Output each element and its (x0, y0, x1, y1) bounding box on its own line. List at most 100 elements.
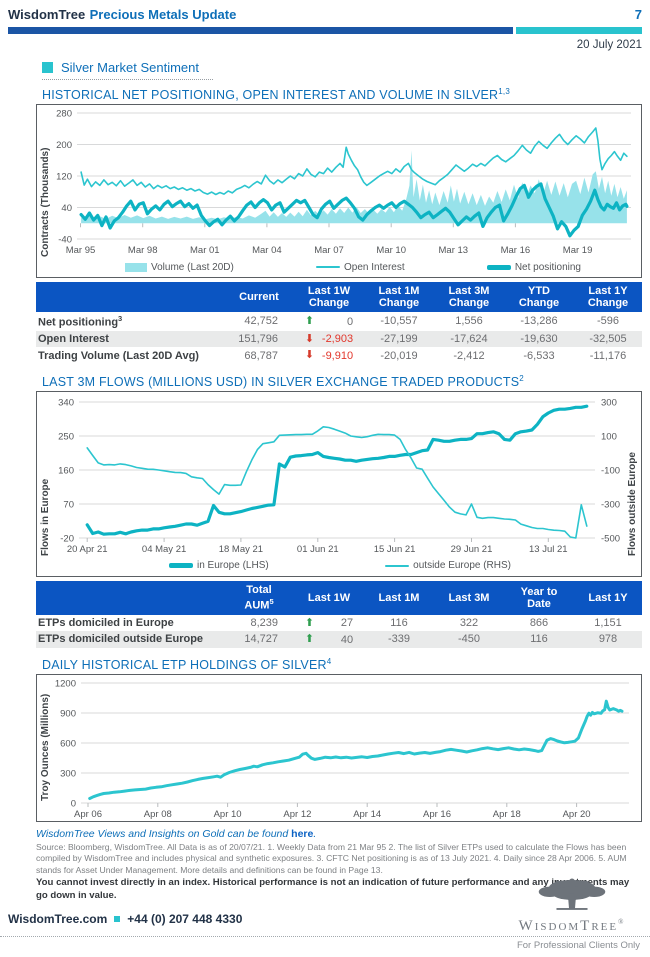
svg-text:Mar 10: Mar 10 (376, 245, 406, 256)
row-label: Open Interest (38, 333, 109, 346)
table-cell: ⬆ 40 (304, 633, 354, 646)
table-row: Open Interest 151,796 ⬇ -2,903 -27,199 -17,62… (36, 330, 642, 348)
table-cell: 1,151 (594, 616, 622, 629)
svg-text:-100: -100 (601, 465, 620, 476)
contact-line: WisdomTree.com +44 (0) 207 448 4330 (8, 912, 242, 926)
chart3-title: DAILY HISTORICAL ETP HOLDINGS OF SILVER4 (42, 656, 332, 672)
svg-text:250: 250 (58, 431, 74, 442)
column-header: Last 3M Change (434, 282, 504, 313)
table-cell: -13,286 (520, 315, 558, 328)
svg-text:Apr 16: Apr 16 (423, 809, 451, 820)
table-cell: ⬆ 27 (304, 616, 354, 630)
flows-chart: Flows in Europe Flows outside Europe 340… (36, 390, 642, 577)
chart1-y-axis-label: Contracts (Thousands) (40, 147, 51, 258)
footer-dotted-rule (0, 936, 650, 937)
svg-text:900: 900 (60, 708, 76, 719)
svg-text:600: 600 (60, 738, 76, 749)
svg-text:-300: -300 (601, 499, 620, 510)
footnote-ref: 1,3 (498, 87, 510, 96)
svg-text:20 Apr 21: 20 Apr 21 (67, 544, 108, 555)
table-cell: -6,533 (523, 349, 555, 362)
table-cell: -596 (596, 315, 620, 328)
svg-text:Mar 01: Mar 01 (190, 245, 220, 256)
svg-text:100: 100 (601, 431, 617, 442)
legend-swatch (385, 564, 410, 567)
header-rule-teal (516, 27, 642, 34)
column-header: Last 1W Change (294, 282, 364, 313)
svg-text:18 May 21: 18 May 21 (219, 544, 263, 555)
table-cell: 151,796 (238, 333, 278, 346)
table-cell: 866 (529, 616, 549, 629)
column-header: Total AUM5 (224, 580, 294, 615)
brand-name: WisdomTree (8, 7, 86, 22)
row-label: ETPs domiciled in Europe (38, 616, 174, 629)
svg-text:0: 0 (71, 798, 76, 809)
table-cell: 14,727 (244, 633, 278, 646)
svg-text:200: 200 (56, 140, 72, 151)
section-title: Silver Market Sentiment (61, 60, 199, 75)
footnote-ref: 4 (326, 656, 332, 666)
table-cell: -11,176 (589, 349, 627, 362)
svg-text:160: 160 (58, 465, 74, 476)
svg-text:120: 120 (56, 171, 72, 182)
svg-text:15 Jun 21: 15 Jun 21 (374, 544, 416, 555)
svg-text:Mar 98: Mar 98 (128, 245, 158, 256)
website-link[interactable]: WisdomTree.com (8, 912, 108, 926)
page-footer: WisdomTree.com +44 (0) 207 448 4330 (0, 877, 650, 957)
chart1-title: HISTORICAL NET POSITIONING, OPEN INTERES… (42, 87, 510, 103)
up-arrow-icon: ⬆ (304, 315, 315, 328)
here-link[interactable]: here (291, 827, 314, 840)
svg-text:Apr 12: Apr 12 (283, 809, 311, 820)
svg-text:70: 70 (63, 499, 74, 510)
svg-text:Mar 04: Mar 04 (252, 245, 282, 256)
svg-text:Mar 07: Mar 07 (314, 245, 344, 256)
data-table: Total AUM5 Last 1W Last 1M Last 3M Year to D… (36, 580, 642, 648)
table-cell: 322 (459, 616, 479, 629)
page-header: WisdomTree Precious Metals Update 7 20 J… (0, 0, 650, 51)
chart3-y-axis-label: Troy Ounces (Millions) (40, 693, 51, 801)
table-cell: -32,505 (589, 333, 627, 346)
table-cell: 8,239 (250, 616, 278, 629)
svg-text:40: 40 (61, 203, 72, 214)
flows-table: Total AUM5 Last 1W Last 1M Last 3M Year to D… (0, 580, 650, 648)
phone-number: +44 (0) 207 448 4330 (127, 912, 243, 926)
up-arrow-icon: ⬆ (304, 633, 315, 646)
svg-text:300: 300 (60, 768, 76, 779)
svg-text:340: 340 (58, 397, 74, 408)
legend-label: in Europe (LHS) (197, 560, 269, 572)
down-arrow-icon: ⬇ (304, 349, 315, 362)
document-title: Precious Metals Update (89, 7, 237, 22)
legend-label: Volume (Last 20D) (151, 261, 234, 273)
table-row: ETPs domiciled in Europe 8,239 ⬆ 27 116 322 86… (36, 615, 642, 632)
legend-swatch (125, 262, 147, 272)
legend-swatch (316, 266, 341, 269)
svg-text:Mar 19: Mar 19 (563, 245, 593, 256)
report-title: WisdomTree Precious Metals Update (8, 6, 236, 24)
table-cell: 116 (390, 616, 408, 629)
table-cell: -19,630 (520, 333, 558, 346)
legend-item: Net positioning (486, 262, 581, 273)
chart1-plot-area: 280 200 120 40 -40 Mar 95 Mar 98 Mar 01 Mar 04 Ma… (37, 105, 641, 257)
table-cell: -10,557 (380, 315, 418, 328)
table-cell: 116 (530, 633, 548, 646)
svg-text:Apr 14: Apr 14 (353, 809, 381, 820)
svg-text:13 Jul 21: 13 Jul 21 (529, 544, 568, 555)
legend-label: Open Interest (344, 261, 405, 273)
row-label: Trading Volume (Last 20D Avg) (38, 349, 199, 362)
column-header (36, 580, 224, 615)
svg-text:29 Jun 21: 29 Jun 21 (451, 544, 493, 555)
svg-text:01 Jun 21: 01 Jun 21 (297, 544, 339, 555)
legend-swatch (169, 563, 193, 569)
views-insights-line: WisdomTree Views and Insights on Gold ca… (36, 827, 317, 840)
table-row: Net positioning3 42,752 ⬆ 0 -10,557 1,556 -13,… (36, 312, 642, 331)
tree-icon (538, 878, 606, 910)
legend-item: Volume (Last 20D) (125, 262, 234, 273)
column-header: Current (224, 282, 294, 313)
column-header: Last 1W (294, 580, 364, 615)
chart1-legend: Volume (Last 20D) Open Interest Net positi… (37, 257, 641, 277)
table-cell: ⬇ -9,910 (304, 349, 354, 362)
svg-text:280: 280 (56, 108, 72, 119)
logo-wordmark: WISDOMTREE® (518, 918, 626, 934)
column-header (36, 282, 224, 313)
svg-text:-40: -40 (58, 234, 72, 245)
